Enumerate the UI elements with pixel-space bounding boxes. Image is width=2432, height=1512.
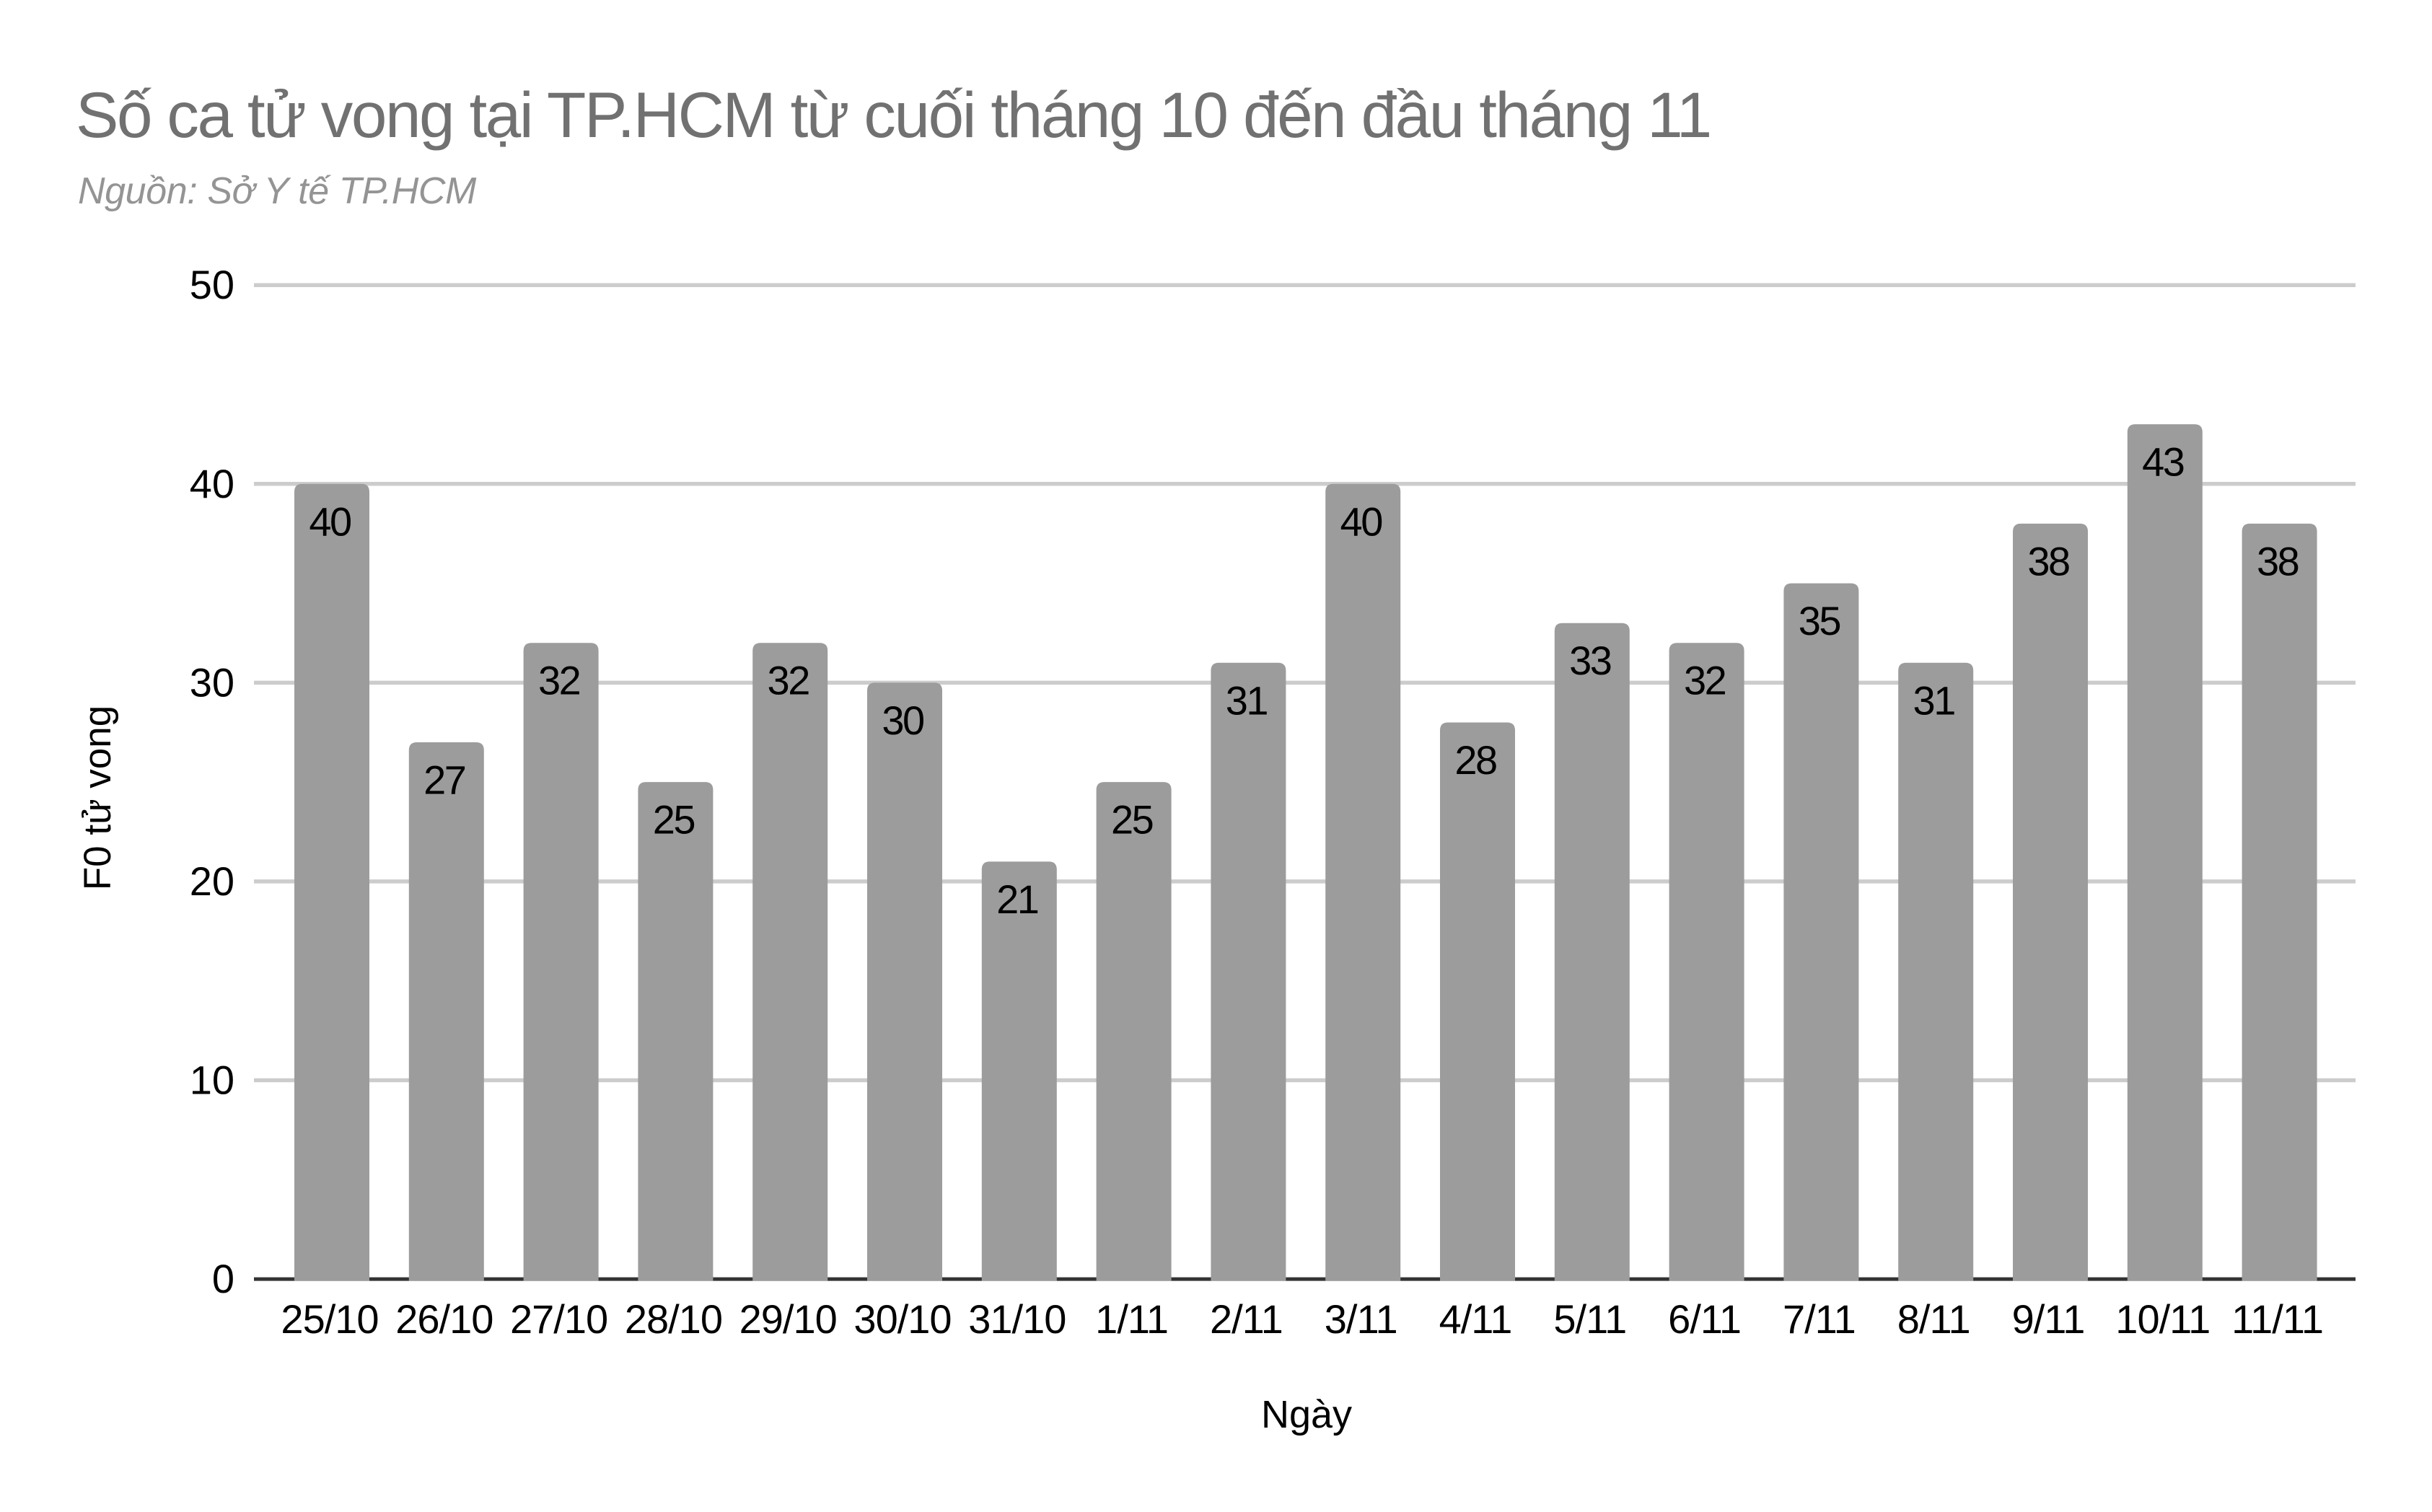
svg-text:27: 27	[423, 757, 465, 803]
svg-text:25/10: 25/10	[281, 1296, 378, 1342]
svg-text:10: 10	[190, 1058, 234, 1103]
svg-text:28/10: 28/10	[625, 1296, 722, 1342]
svg-text:Ngày: Ngày	[1261, 1393, 1352, 1436]
svg-text:30/10: 30/10	[853, 1296, 951, 1342]
svg-text:43: 43	[2142, 439, 2184, 485]
svg-text:9/11: 9/11	[2012, 1296, 2085, 1342]
svg-text:27/10: 27/10	[510, 1296, 607, 1342]
svg-text:33: 33	[1569, 638, 1611, 683]
svg-text:26/10: 26/10	[395, 1296, 493, 1342]
svg-text:40: 40	[190, 461, 234, 506]
svg-text:25: 25	[653, 797, 695, 843]
svg-text:3/11: 3/11	[1325, 1296, 1397, 1342]
svg-text:32: 32	[1684, 658, 1726, 703]
svg-text:40: 40	[309, 498, 351, 544]
svg-text:2/11: 2/11	[1210, 1296, 1283, 1342]
svg-text:25: 25	[1111, 797, 1153, 843]
svg-text:40: 40	[1340, 498, 1382, 544]
svg-text:5/11: 5/11	[1553, 1296, 1626, 1342]
svg-text:20: 20	[190, 858, 234, 904]
svg-text:32: 32	[538, 658, 580, 703]
svg-text:6/11: 6/11	[1668, 1296, 1741, 1342]
svg-text:0: 0	[212, 1256, 234, 1301]
svg-text:35: 35	[1799, 598, 1840, 643]
svg-text:32: 32	[768, 658, 809, 703]
svg-text:7/11: 7/11	[1783, 1296, 1856, 1342]
svg-text:11/11: 11/11	[2231, 1296, 2323, 1342]
svg-text:4/11: 4/11	[1439, 1296, 1512, 1342]
svg-text:21: 21	[996, 876, 1038, 922]
svg-text:29/10: 29/10	[739, 1296, 837, 1342]
svg-text:38: 38	[2257, 538, 2299, 584]
svg-text:1/11: 1/11	[1095, 1296, 1168, 1342]
svg-text:F0 tử vong: F0 tử vong	[76, 706, 119, 890]
svg-text:30: 30	[190, 659, 234, 705]
svg-text:Số ca tử vong tại TP.HCM từ cu: Số ca tử vong tại TP.HCM từ cuối tháng 1…	[76, 79, 1711, 151]
svg-text:31: 31	[1226, 677, 1268, 723]
svg-text:31: 31	[1913, 677, 1955, 723]
svg-text:Nguồn: Sở Y tế TP.HCM: Nguồn: Sở Y tế TP.HCM	[78, 170, 477, 212]
svg-text:30: 30	[882, 698, 923, 743]
svg-text:31/10: 31/10	[968, 1296, 1066, 1342]
svg-text:10/11: 10/11	[2115, 1296, 2210, 1342]
svg-text:28: 28	[1454, 737, 1496, 783]
svg-text:50: 50	[190, 262, 234, 307]
svg-text:8/11: 8/11	[1897, 1296, 1970, 1342]
svg-text:38: 38	[2027, 538, 2069, 584]
